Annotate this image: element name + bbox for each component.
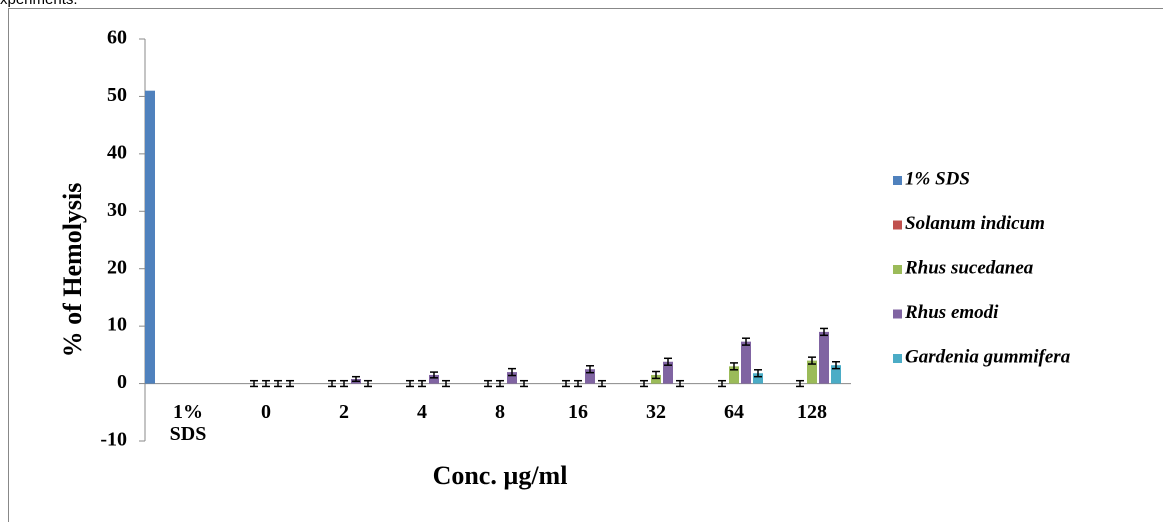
error-bar bbox=[664, 357, 672, 366]
bar bbox=[819, 331, 829, 384]
error-bar bbox=[442, 379, 450, 388]
error-bar bbox=[574, 379, 582, 388]
error-bar bbox=[274, 379, 282, 388]
error-bar bbox=[250, 379, 258, 388]
legend-label: Rhus sucedanea bbox=[904, 257, 1034, 278]
error-bar bbox=[586, 365, 594, 374]
y-tick-label: -10 bbox=[100, 429, 127, 451]
error-bar bbox=[562, 379, 570, 388]
bar bbox=[753, 373, 763, 384]
y-tick-label: 10 bbox=[107, 314, 127, 336]
error-bar bbox=[808, 356, 816, 365]
error-bar bbox=[508, 367, 516, 377]
error-bar bbox=[520, 379, 528, 388]
x-tick-label: 2 bbox=[339, 400, 349, 423]
x-tick-label: 128 bbox=[797, 400, 827, 423]
x-tick-label: 32 bbox=[646, 400, 666, 423]
error-bar bbox=[718, 379, 726, 388]
legend-swatch bbox=[893, 265, 902, 274]
legend-swatch bbox=[893, 309, 902, 319]
error-bar bbox=[652, 370, 660, 380]
legend-label: Rhus emodi bbox=[904, 302, 999, 323]
bar bbox=[741, 341, 751, 384]
error-bar bbox=[430, 371, 438, 379]
x-tick-label: 8 bbox=[495, 400, 505, 423]
x-tick-label: 0 bbox=[261, 400, 271, 423]
error-bar bbox=[418, 379, 426, 388]
y-tick-label: 60 bbox=[107, 27, 127, 49]
bar bbox=[807, 360, 817, 384]
bar bbox=[651, 374, 661, 384]
x-tick-label: 16 bbox=[568, 400, 588, 423]
error-bar bbox=[640, 379, 648, 388]
y-tick-label: 30 bbox=[107, 199, 127, 221]
y-tick-label: 40 bbox=[107, 141, 127, 163]
y-axis-label: % of Hemolysis bbox=[58, 183, 87, 358]
error-bar bbox=[364, 379, 372, 388]
bar bbox=[507, 372, 517, 384]
x-tick-label: 1% SDS bbox=[169, 400, 207, 445]
x-axis-label: Conc. µg/ml bbox=[433, 461, 568, 490]
bar bbox=[145, 90, 155, 384]
y-tick-label: 20 bbox=[107, 256, 127, 278]
bar bbox=[585, 369, 595, 384]
caption: xperiments. bbox=[0, 0, 78, 8]
error-bar bbox=[352, 375, 360, 383]
bar bbox=[429, 374, 439, 384]
legend-swatch bbox=[893, 176, 902, 185]
error-bar bbox=[496, 379, 504, 388]
error-bar bbox=[742, 337, 750, 346]
error-bar bbox=[286, 379, 294, 388]
error-bar bbox=[754, 369, 762, 378]
bar bbox=[729, 366, 739, 384]
y-tick-label: 50 bbox=[107, 84, 127, 106]
error-bar bbox=[340, 379, 348, 388]
error-bar bbox=[676, 379, 684, 388]
x-tick-label: 4 bbox=[417, 400, 427, 423]
legend-swatch bbox=[893, 354, 902, 363]
error-bar bbox=[406, 379, 414, 388]
x-tick-label: 64 bbox=[724, 400, 744, 423]
error-bar bbox=[730, 362, 738, 371]
error-bar bbox=[262, 379, 270, 388]
legend-swatch bbox=[893, 220, 902, 230]
error-bar bbox=[484, 379, 492, 388]
legend-label: 1% SDS bbox=[905, 168, 970, 189]
bar bbox=[831, 365, 841, 384]
legend-label: Solanum indicum bbox=[905, 213, 1045, 234]
legend-label: Gardenia gummifera bbox=[905, 346, 1071, 367]
frame bbox=[8, 8, 1163, 522]
bar bbox=[663, 361, 673, 384]
y-tick-label: 0 bbox=[117, 371, 127, 393]
error-bar bbox=[598, 379, 606, 388]
error-bar bbox=[832, 360, 840, 370]
error-bar bbox=[820, 327, 828, 337]
error-bar bbox=[328, 379, 336, 388]
error-bar bbox=[796, 379, 804, 388]
